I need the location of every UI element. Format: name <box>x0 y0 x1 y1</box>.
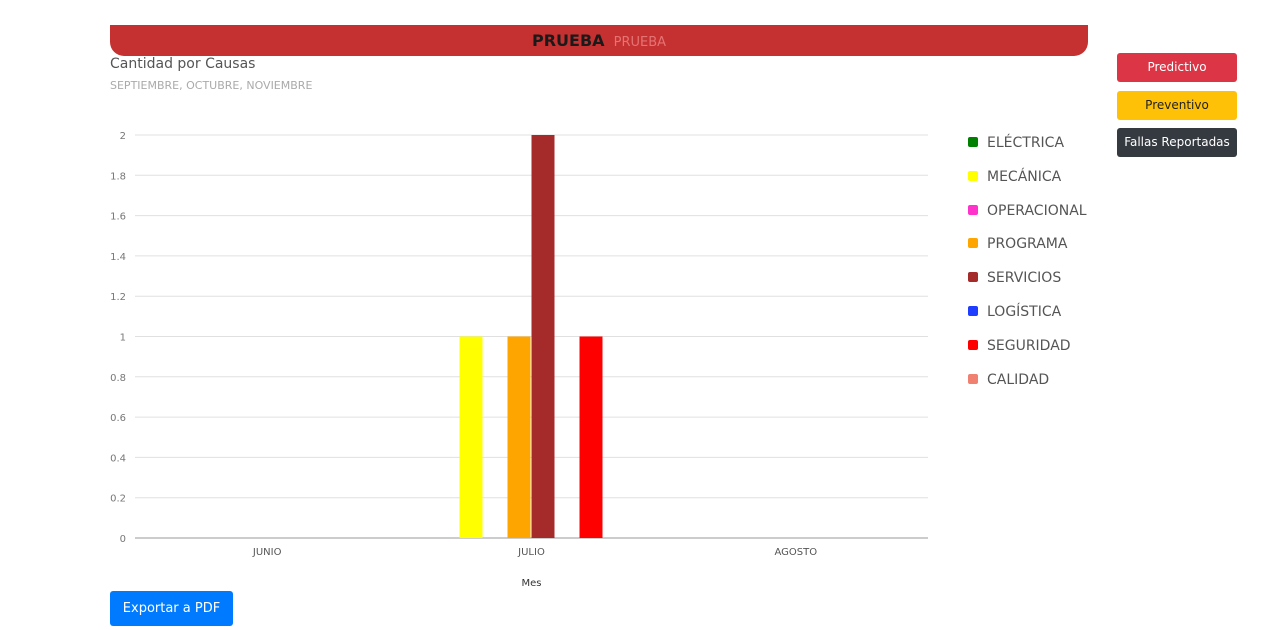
bar-seguridad <box>579 336 603 538</box>
legend-label: SEGURIDAD <box>987 337 1071 354</box>
legend-label: LOGÍSTICA <box>987 303 1062 320</box>
legend-swatch <box>968 204 978 215</box>
y-tick-label: 1.4 <box>110 252 126 263</box>
y-tick-label: 0.6 <box>110 413 126 424</box>
bar-mecánica <box>459 336 483 538</box>
legend-item[interactable]: LOGÍSTICA <box>968 304 1087 338</box>
legend-item[interactable]: ELÉCTRICA <box>968 135 1087 169</box>
chart-legend: ELÉCTRICA MECÁNICA OPERACIONAL PROGRAMA SERV… <box>968 135 1087 405</box>
legend-label: CALIDAD <box>987 371 1050 388</box>
bar-servicios <box>531 135 555 538</box>
y-tick-label: 1 <box>120 333 126 344</box>
y-tick-label: 1.8 <box>110 171 126 182</box>
legend-label: MECÁNICA <box>987 168 1062 185</box>
fallas-reportadas-button[interactable]: Fallas Reportadas <box>1117 128 1237 157</box>
y-tick-label: 0.4 <box>110 453 126 464</box>
legend-label: PROGRAMA <box>987 236 1068 253</box>
legend-swatch <box>968 238 978 249</box>
x-tick-label: JULIO <box>517 547 545 558</box>
x-axis-label: Mes <box>522 578 542 589</box>
y-tick-label: 0.2 <box>110 494 126 505</box>
bar-programa <box>507 336 531 538</box>
banner-title: PRUEBA <box>531 31 605 50</box>
y-tick-label: 1.6 <box>110 212 126 223</box>
y-tick-label: 0.8 <box>110 373 126 384</box>
legend-item[interactable]: OPERACIONAL <box>968 203 1087 237</box>
chart-subtitle: SEPTIEMBRE, OCTUBRE, NOVIEMBRE <box>110 79 313 92</box>
legend-item[interactable]: SERVICIOS <box>968 270 1087 304</box>
y-tick-label: 0 <box>120 534 126 545</box>
legend-swatch <box>968 373 978 384</box>
header-banner: PRUEBA PRUEBA <box>110 25 1088 56</box>
bar-chart: 0 0.2 0.4 0.6 0.8 1 1.2 1.4 1.6 1.8 2 JUNIO JULIO AGO… <box>110 131 928 589</box>
legend-swatch <box>968 170 978 181</box>
legend-swatch <box>968 339 978 350</box>
legend-label: SERVICIOS <box>987 270 1062 287</box>
legend-swatch <box>968 272 978 283</box>
x-tick-label: AGOSTO <box>775 547 818 558</box>
legend-item[interactable]: MECÁNICA <box>968 169 1087 203</box>
predictivo-button[interactable]: Predictivo <box>1117 53 1237 82</box>
preventivo-button[interactable]: Preventivo <box>1117 91 1237 120</box>
export-pdf-button[interactable]: Exportar a PDF <box>110 591 233 626</box>
banner-subtitle: PRUEBA <box>613 35 667 50</box>
legend-swatch <box>968 137 978 147</box>
legend-label: OPERACIONAL <box>987 202 1087 219</box>
legend-label: ELÉCTRICA <box>987 135 1065 151</box>
x-tick-label: JUNIO <box>252 547 282 558</box>
legend-item[interactable]: PROGRAMA <box>968 236 1087 270</box>
legend-item[interactable]: SEGURIDAD <box>968 338 1087 372</box>
chart-title: Cantidad por Causas <box>110 56 256 72</box>
legend-item[interactable]: CALIDAD <box>968 372 1087 406</box>
y-tick-label: 2 <box>120 131 126 142</box>
y-tick-label: 1.2 <box>110 292 126 303</box>
legend-swatch <box>968 305 978 316</box>
